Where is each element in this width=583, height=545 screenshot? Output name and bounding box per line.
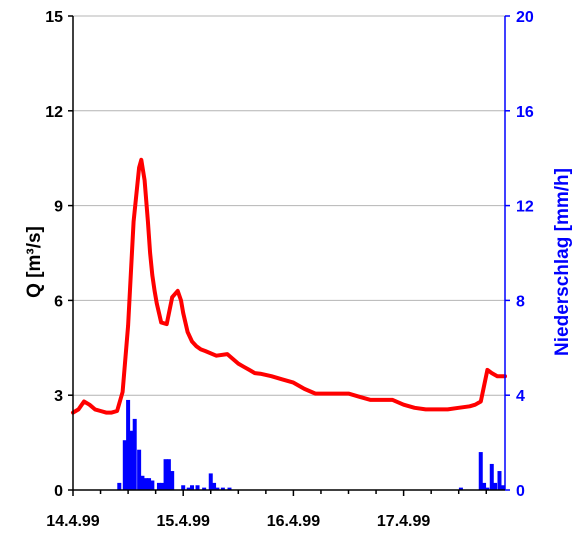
precipitation-bar: [137, 449, 142, 490]
y-right-tick-label: 4: [516, 388, 525, 405]
precipitation-bars: [117, 399, 505, 490]
precipitation-bar: [140, 475, 145, 490]
precipitation-bar: [208, 473, 213, 490]
precipitation-bar: [122, 440, 127, 490]
y-axis-left-label: Q [m³/s]: [24, 226, 45, 298]
precipitation-bar: [478, 452, 483, 490]
x-tick-label: 17.4.99: [377, 513, 430, 530]
y-left-tick-label: 9: [54, 199, 63, 216]
precipitation-bar: [497, 471, 502, 490]
y-right-tick-label: 8: [516, 293, 525, 310]
precipitation-bar: [493, 482, 498, 490]
y-left-tick-label: 6: [54, 293, 63, 310]
precipitation-bar: [147, 478, 152, 490]
precipitation-bar: [482, 482, 487, 490]
y-right-tick-label: 12: [516, 199, 534, 216]
precipitation-bar: [458, 487, 463, 490]
precipitation-bar: [129, 430, 134, 490]
y-axis-right-label: Niederschlag [mm/h]: [552, 168, 573, 356]
precipitation-bar: [212, 482, 217, 490]
precipitation-bar: [220, 487, 225, 490]
precipitation-bar: [186, 487, 191, 490]
x-tick-label: 14.4.99: [46, 513, 99, 530]
precipitation-bar: [195, 485, 200, 490]
y-left-tick-label: 0: [54, 483, 63, 500]
precipitation-bar: [156, 482, 161, 490]
precipitation-bar: [170, 471, 175, 490]
precipitation-bar: [143, 478, 148, 490]
precipitation-bar: [485, 487, 490, 490]
y-left-tick-label: 15: [45, 9, 63, 26]
y-left-tick-label: 3: [54, 388, 63, 405]
precipitation-bar: [160, 482, 165, 490]
x-tick-label: 16.4.99: [267, 513, 320, 530]
precipitation-bar: [489, 463, 494, 490]
precipitation-bar: [117, 482, 122, 490]
precipitation-bar: [132, 418, 137, 490]
precipitation-bar: [227, 487, 232, 490]
precipitation-bar: [163, 459, 168, 490]
y-right-tick-label: 20: [516, 9, 534, 26]
y-left-tick-label: 12: [45, 104, 63, 121]
precipitation-bar: [190, 485, 195, 490]
axes: [68, 15, 510, 496]
discharge-line: [71, 157, 507, 415]
precipitation-bar: [181, 485, 186, 490]
y-right-tick-label: 0: [516, 483, 525, 500]
precipitation-bar: [150, 480, 155, 490]
precipitation-bar: [500, 485, 505, 490]
y-right-tick-label: 16: [516, 104, 534, 121]
precipitation-bar: [126, 399, 131, 490]
precipitation-bar: [202, 487, 207, 490]
tick-labels: 0 3 6 9 12 15 0 4 8 12 16 20 14.4.99 15.4.99 16.4.99 17…: [45, 9, 534, 530]
precipitation-bar: [215, 487, 220, 490]
discharge-line-group: [71, 157, 507, 415]
gridlines: [73, 15, 505, 396]
x-tick-label: 15.4.99: [157, 513, 210, 530]
precipitation-bar: [166, 459, 171, 490]
